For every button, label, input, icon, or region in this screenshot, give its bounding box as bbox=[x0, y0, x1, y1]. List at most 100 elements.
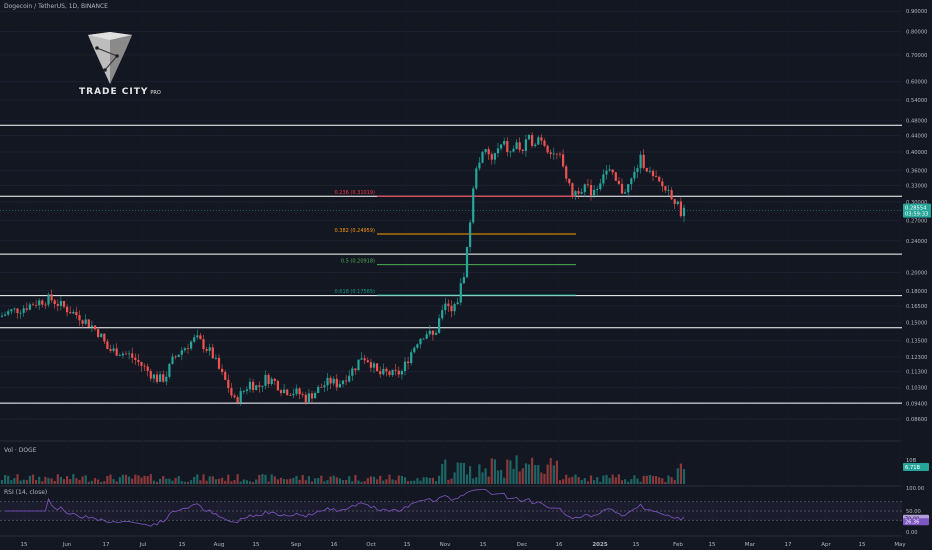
volume-bar bbox=[10, 480, 13, 484]
volume-bar bbox=[599, 481, 602, 484]
axes[interactable]: 0.90000 0.80000 0.70000 0.60000 0.54000 0.480… bbox=[21, 0, 932, 550]
candle-body bbox=[642, 154, 645, 168]
candle-body bbox=[549, 152, 552, 155]
volume-bar bbox=[292, 477, 295, 484]
candle-body bbox=[295, 388, 298, 394]
volume-bar bbox=[283, 479, 286, 484]
volume-bar bbox=[524, 463, 527, 484]
price-tick-label: 0.48000 bbox=[906, 118, 927, 124]
price-tick-label: 0.90000 bbox=[906, 9, 927, 15]
candle-body bbox=[410, 352, 413, 364]
candle-body bbox=[78, 315, 81, 321]
volume-bar bbox=[115, 481, 118, 484]
candle-body bbox=[66, 306, 69, 313]
price-tick-label: 0.13500 bbox=[906, 339, 927, 345]
volume-bar bbox=[304, 480, 307, 484]
candle-body bbox=[490, 154, 493, 160]
volume-bar bbox=[369, 476, 372, 484]
volume-bar bbox=[72, 474, 75, 484]
candle-body bbox=[16, 308, 19, 313]
volume-bar bbox=[462, 462, 465, 484]
volume-bar bbox=[500, 469, 503, 484]
volume-bar bbox=[301, 475, 304, 484]
candle-body bbox=[645, 167, 648, 172]
volume-bar bbox=[310, 481, 314, 484]
candle-body bbox=[270, 378, 273, 385]
candle-body bbox=[521, 149, 524, 151]
candle-body bbox=[159, 374, 162, 382]
volume-bar bbox=[317, 478, 320, 484]
volume-bar bbox=[465, 474, 469, 484]
time-tick-label: 15 bbox=[404, 542, 411, 548]
candle-body bbox=[531, 134, 534, 146]
candle-body bbox=[360, 358, 363, 360]
volume-bar bbox=[214, 479, 217, 484]
time-tick-label: Sep bbox=[291, 542, 302, 548]
candle-body bbox=[478, 162, 481, 169]
candle-body bbox=[261, 385, 264, 387]
candle-body bbox=[196, 335, 199, 338]
volume-bar bbox=[410, 480, 413, 484]
rsi-scale-label: 50.00 bbox=[906, 509, 921, 515]
time-tick-label: 15 bbox=[480, 542, 487, 548]
candle-body bbox=[221, 368, 224, 373]
candle-body bbox=[267, 374, 270, 385]
volume-bar bbox=[186, 481, 190, 484]
volume-bar bbox=[363, 481, 366, 484]
candle-body bbox=[165, 376, 168, 382]
candle-body bbox=[627, 184, 630, 193]
volume-bar bbox=[146, 476, 149, 484]
candle-body bbox=[335, 378, 338, 388]
volume-bar bbox=[239, 481, 242, 484]
candle-body bbox=[357, 359, 360, 371]
candle-body bbox=[422, 338, 425, 340]
fib-retracement[interactable]: 0.236 (0.31019) 0.382 (0.24959) 0.5 (0.209… bbox=[335, 190, 576, 296]
time-tick-label: 17 bbox=[103, 542, 110, 548]
time-tick-label: 15 bbox=[253, 542, 260, 548]
volume-bar bbox=[447, 479, 450, 484]
volume-bar bbox=[673, 480, 676, 484]
candle-body bbox=[630, 178, 633, 185]
candle-body bbox=[496, 148, 500, 154]
volume-bar bbox=[97, 479, 100, 484]
candle-body bbox=[500, 144, 503, 149]
volume-bar bbox=[571, 476, 574, 484]
volume-bar bbox=[562, 479, 565, 484]
candle-body bbox=[413, 347, 416, 353]
volume-bar bbox=[329, 476, 332, 484]
volume-bar bbox=[242, 479, 245, 484]
candle-body bbox=[472, 188, 475, 223]
candle-body bbox=[593, 189, 596, 196]
price-tick-label: 0.24000 bbox=[906, 239, 927, 245]
candle-body bbox=[227, 379, 230, 389]
candle-body bbox=[682, 207, 686, 217]
candle-body bbox=[143, 365, 146, 367]
volume-bar bbox=[639, 481, 642, 484]
candle-body bbox=[453, 304, 456, 312]
candle-body bbox=[636, 168, 639, 172]
volume-bar bbox=[0, 480, 4, 484]
candle-body bbox=[391, 369, 394, 376]
time-tick-label: Apr bbox=[821, 542, 831, 548]
candle-body bbox=[252, 381, 255, 390]
volume-bar bbox=[140, 477, 143, 484]
candle-body bbox=[338, 384, 341, 388]
price-tick-label: 0.09400 bbox=[906, 402, 927, 408]
candle-body bbox=[131, 353, 134, 358]
candle-body bbox=[518, 142, 521, 150]
candle-body bbox=[242, 390, 245, 392]
volume-bar bbox=[624, 479, 627, 484]
candle-body bbox=[69, 312, 72, 314]
volume-bar bbox=[106, 475, 109, 484]
candle-body bbox=[465, 246, 469, 278]
candle-body bbox=[93, 325, 97, 330]
candle-body bbox=[286, 389, 289, 395]
volume-bar bbox=[298, 479, 301, 484]
candle-body bbox=[41, 300, 44, 305]
candle-body bbox=[475, 168, 478, 189]
volume-bar bbox=[416, 478, 419, 484]
volume-bar bbox=[679, 463, 682, 484]
volume-bar bbox=[503, 477, 506, 484]
price-tick-label: 0.33000 bbox=[906, 183, 927, 189]
